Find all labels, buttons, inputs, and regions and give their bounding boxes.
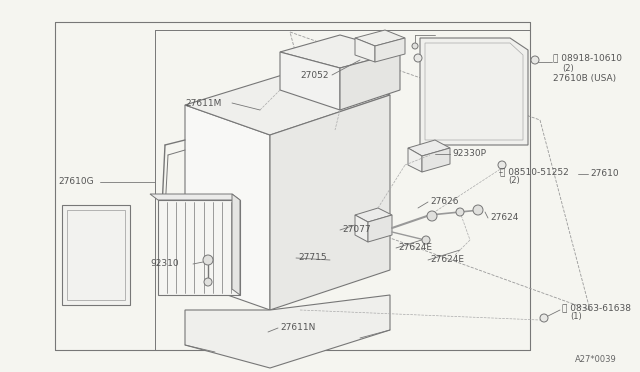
Polygon shape <box>420 38 528 145</box>
Circle shape <box>473 205 483 215</box>
Polygon shape <box>270 95 390 310</box>
Text: 27610G: 27610G <box>58 177 93 186</box>
Polygon shape <box>232 194 240 295</box>
Circle shape <box>427 211 437 221</box>
Text: 27611N: 27611N <box>280 324 316 333</box>
Polygon shape <box>340 52 400 110</box>
Text: 92310: 92310 <box>150 260 179 269</box>
Text: 92330P: 92330P <box>452 150 486 158</box>
Text: 27610B (USA): 27610B (USA) <box>553 74 616 83</box>
Polygon shape <box>280 35 400 68</box>
Text: 27052: 27052 <box>300 71 328 80</box>
Text: (2): (2) <box>508 176 520 186</box>
Polygon shape <box>422 148 450 172</box>
Text: 27715: 27715 <box>298 253 326 263</box>
Polygon shape <box>355 208 392 222</box>
Circle shape <box>414 54 422 62</box>
Circle shape <box>412 43 418 49</box>
Circle shape <box>203 255 213 265</box>
Polygon shape <box>355 38 375 62</box>
Circle shape <box>204 278 212 286</box>
Text: 27611M: 27611M <box>185 99 221 108</box>
Polygon shape <box>408 140 450 156</box>
Text: (2): (2) <box>562 64 573 73</box>
Polygon shape <box>375 38 405 62</box>
Text: 27624: 27624 <box>490 214 518 222</box>
Polygon shape <box>62 205 130 305</box>
Polygon shape <box>185 105 270 310</box>
Polygon shape <box>355 215 368 242</box>
Circle shape <box>498 161 506 169</box>
Polygon shape <box>158 200 240 295</box>
Polygon shape <box>355 30 405 46</box>
Text: 27077: 27077 <box>342 225 371 234</box>
Text: Ⓝ 08918-10610: Ⓝ 08918-10610 <box>553 54 622 62</box>
Text: Ⓢ 08363-61638: Ⓢ 08363-61638 <box>562 304 631 312</box>
Circle shape <box>422 236 430 244</box>
Text: 27626: 27626 <box>430 198 458 206</box>
Polygon shape <box>185 68 390 135</box>
Text: (1): (1) <box>570 312 582 321</box>
Text: A27*0039: A27*0039 <box>575 356 617 365</box>
Text: Ⓢ 08510-51252: Ⓢ 08510-51252 <box>500 167 569 176</box>
Text: 27624E: 27624E <box>430 256 464 264</box>
Text: 27624E: 27624E <box>398 244 432 253</box>
Polygon shape <box>368 215 392 242</box>
Polygon shape <box>150 194 240 200</box>
Circle shape <box>456 208 464 216</box>
Polygon shape <box>185 295 390 368</box>
Polygon shape <box>280 52 340 110</box>
Circle shape <box>540 314 548 322</box>
Text: 27610: 27610 <box>590 170 619 179</box>
Polygon shape <box>408 148 422 172</box>
Circle shape <box>531 56 539 64</box>
